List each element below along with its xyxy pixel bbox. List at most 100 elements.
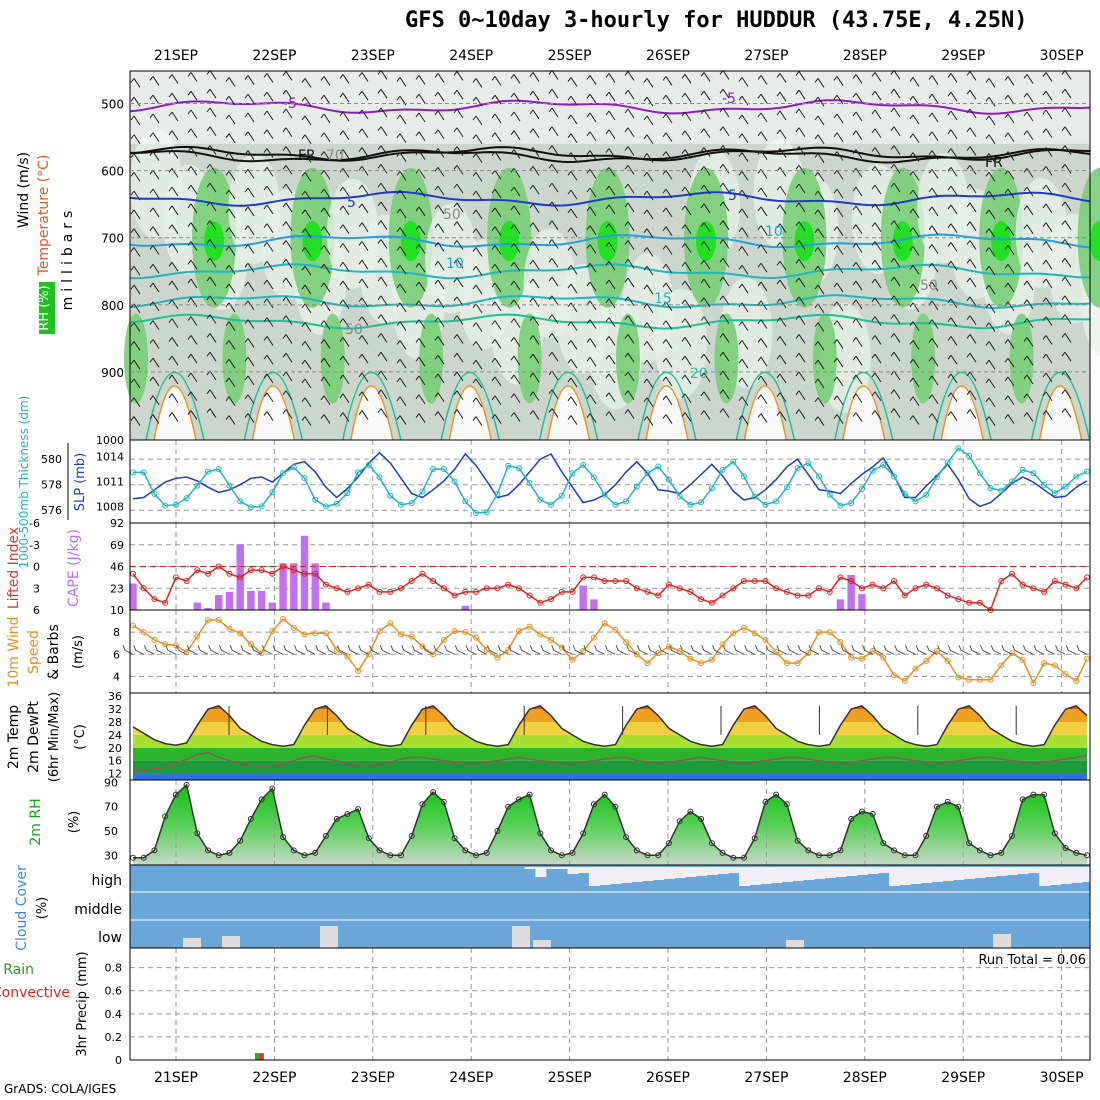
temp-contour-orange xyxy=(153,385,197,441)
wind-barb xyxy=(415,206,426,217)
lifted-index-line-point xyxy=(1030,585,1037,592)
wind-speed-line-point xyxy=(558,644,565,651)
low-cloud-bar xyxy=(320,926,338,948)
wind-barb xyxy=(472,228,483,238)
wind-barb xyxy=(187,72,198,82)
slp-line-point xyxy=(1041,481,1048,488)
rh-moist-blob xyxy=(1077,167,1100,308)
wind-barb xyxy=(1042,128,1053,139)
slp-line-point xyxy=(1073,473,1080,480)
wind-barb xyxy=(947,110,958,121)
wind-barb xyxy=(776,223,787,233)
dewpoint-line xyxy=(133,751,1088,772)
lifted-index-line-point xyxy=(601,578,608,584)
wind-barb xyxy=(225,189,236,200)
wind-barb-10m xyxy=(690,645,702,655)
wind-barb xyxy=(605,317,616,327)
wind-barb-10m xyxy=(1033,645,1045,655)
wind-barb xyxy=(529,410,540,420)
cape-axis-label: CAPE (J/kg) xyxy=(66,529,82,607)
wind-barb xyxy=(757,75,768,85)
temp-band xyxy=(133,709,1087,722)
wind-barb xyxy=(643,209,654,220)
lifted-index-line-point xyxy=(719,592,726,599)
wind-barb xyxy=(453,183,464,194)
wind-barb xyxy=(1004,263,1015,274)
wind-barb xyxy=(263,129,274,140)
isotherm-line xyxy=(129,148,1091,164)
slp-line-point xyxy=(751,493,758,500)
wind-barb xyxy=(301,284,312,295)
wind-barb xyxy=(510,261,521,272)
wind-speed-line-point xyxy=(537,631,544,638)
wind-speed-line-point xyxy=(183,649,190,656)
wind-barb-10m xyxy=(411,645,423,655)
wind-barb-10m xyxy=(776,645,788,655)
wind-barb xyxy=(624,146,635,156)
wind-barb xyxy=(567,152,578,162)
wind-barb xyxy=(814,378,825,389)
wind-barb xyxy=(130,228,141,238)
axis-label-temp: Temperature (°C) xyxy=(36,155,52,277)
rh-saturated-blob xyxy=(991,221,1012,262)
wind-barb xyxy=(263,91,274,102)
wind-barb xyxy=(529,222,540,232)
slp-line-point xyxy=(933,474,940,481)
temp-contour-green xyxy=(440,371,500,441)
wind-barb xyxy=(415,375,426,386)
cape-bar xyxy=(279,563,287,610)
wind-barb xyxy=(947,148,958,158)
wind-barb xyxy=(605,392,616,403)
wind-barb xyxy=(1023,337,1034,347)
wind-barb xyxy=(814,96,825,107)
wind-barb xyxy=(1061,351,1072,362)
wind-barb xyxy=(700,128,711,139)
wind-barb-10m xyxy=(647,645,659,655)
wind-barb xyxy=(301,228,312,238)
slp-line-point xyxy=(901,490,908,497)
wind-barb-10m xyxy=(186,645,198,655)
wind-barb xyxy=(567,77,578,87)
wind-barb xyxy=(795,221,806,231)
wind-barb-10m xyxy=(208,645,219,655)
wind-barb xyxy=(738,171,749,181)
wind-barb-10m xyxy=(454,645,466,655)
wind-barb xyxy=(130,416,141,426)
high-cloud-gap xyxy=(696,867,708,876)
wind-barb xyxy=(1004,113,1015,124)
lifted-index-line-point xyxy=(172,574,179,581)
slp-line-point xyxy=(440,466,447,473)
wind-speed-line-point xyxy=(1041,660,1048,667)
wind-barb xyxy=(928,131,939,142)
wind-barb xyxy=(586,281,597,292)
wind-speed-line-point xyxy=(955,674,962,681)
wind-barb xyxy=(339,412,350,422)
contour-label: 5 xyxy=(728,188,737,204)
temp-axis-label: 2m Temp xyxy=(6,705,22,769)
wind-barb xyxy=(396,377,407,388)
lifted-index-line-point xyxy=(933,585,940,592)
wind-barb xyxy=(966,371,977,382)
wind-barb xyxy=(700,203,711,214)
lifted-index-line-point xyxy=(215,563,222,570)
wind-barb xyxy=(548,351,559,362)
lifted-index-line-point xyxy=(944,592,951,599)
wind-speed-line-point xyxy=(430,651,437,658)
wind-barb xyxy=(282,277,293,288)
wind-barb xyxy=(187,184,198,195)
wind-barb xyxy=(453,334,464,344)
rh-line-point xyxy=(1008,832,1015,839)
wind-barb xyxy=(396,396,407,407)
lifted-index-line-point xyxy=(740,578,747,584)
temp-tick: 16 xyxy=(108,755,122,768)
wind-barb xyxy=(1004,376,1015,387)
wind-speed-line-point xyxy=(794,660,801,667)
wind-barb-10m xyxy=(347,645,359,655)
wind-barb xyxy=(225,152,236,162)
wind-barb xyxy=(282,352,293,363)
wind-barb xyxy=(377,408,388,418)
wind-barb xyxy=(966,202,977,213)
wind-barb xyxy=(871,184,882,195)
wind-barb xyxy=(947,411,958,421)
rh-line-point xyxy=(655,852,662,859)
